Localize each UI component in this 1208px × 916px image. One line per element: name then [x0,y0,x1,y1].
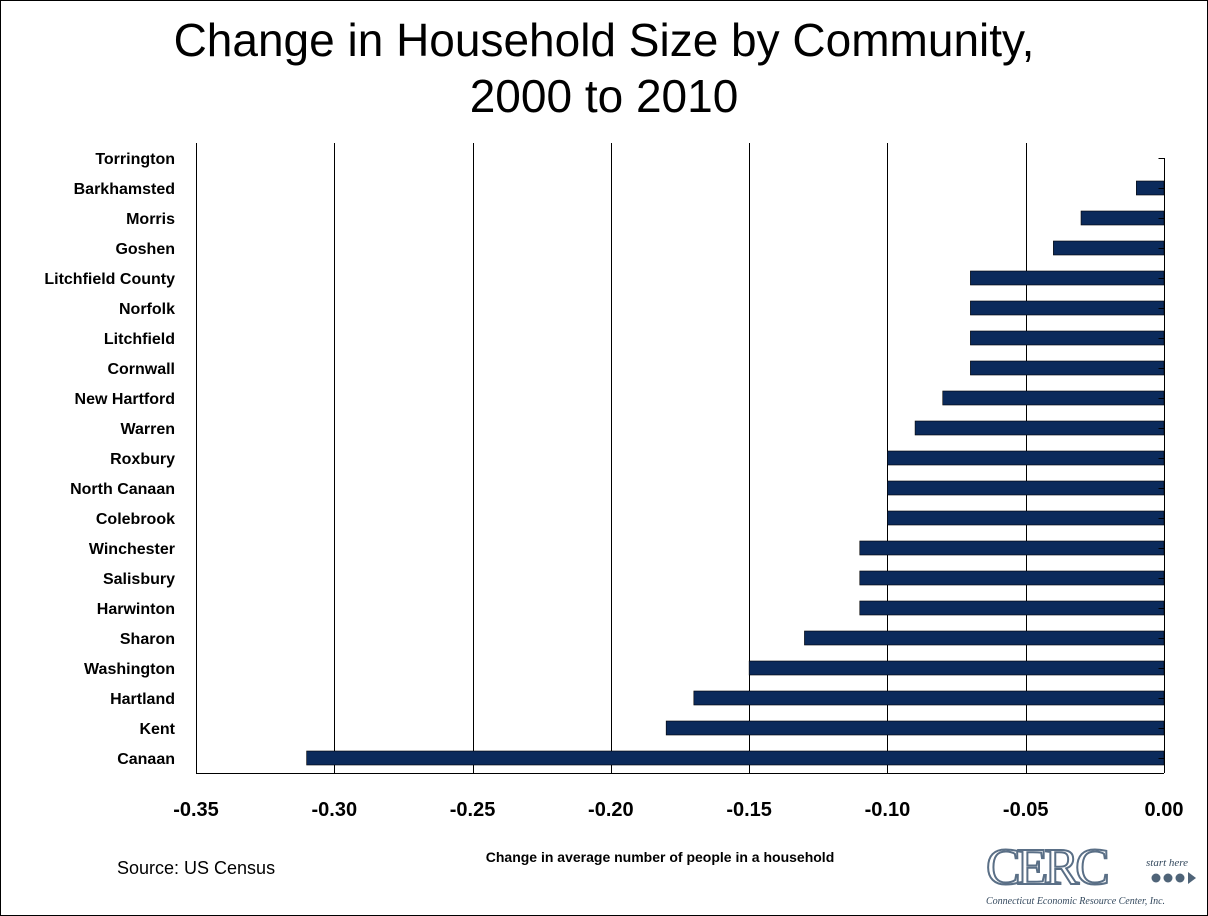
category-label: Harwinton [97,601,175,618]
category-label: North Canaan [70,481,175,498]
category-label: Goshen [115,241,175,258]
x-tick-label: -0.15 [726,799,772,821]
x-axis-label: Change in average number of people in a … [485,849,835,865]
category-label: Sharon [120,631,175,648]
bar [887,510,1165,526]
chart-title-line-2: 2000 to 2010 [469,70,739,122]
x-tick-label: -0.20 [588,799,634,821]
category-labels: Torrington Barkhamsted Morris Goshen Litchfi… [44,151,175,768]
bar [1053,240,1165,256]
category-label: Barkhamsted [74,181,175,198]
cerc-org-name: Connecticut Economic Resource Center, In… [986,896,1165,907]
bars [306,180,1165,766]
chart-title-line-1: Change in Household Size by Community, [173,14,1035,66]
cerc-wordmark: CERC [986,839,1107,896]
bar [942,390,1165,406]
x-tick-label: -0.05 [1003,799,1049,821]
bar [859,570,1165,586]
x-tick-label: -0.10 [865,799,911,821]
bar [887,450,1165,466]
cerc-dots [1151,872,1196,884]
bar [693,690,1165,706]
bar [748,660,1165,676]
category-label: Winchester [89,541,175,558]
x-tick-label: 0.00 [1145,799,1184,821]
bar [804,630,1165,646]
category-label: New Hartford [75,391,175,408]
cerc-tagline: start here [1146,857,1188,869]
x-tick-label: -0.30 [311,799,357,821]
bar [665,720,1165,736]
bar [970,270,1165,286]
axes [196,143,1165,774]
x-tick-label: -0.25 [450,799,496,821]
category-label: Salisbury [103,571,175,588]
category-label: Litchfield [104,331,175,348]
category-label: Washington [84,661,175,678]
category-label: Warren [120,421,175,438]
bar [306,750,1165,766]
bar [859,540,1165,556]
x-tick-label: -0.35 [173,799,219,821]
bar [859,600,1165,616]
category-label: Colebrook [96,511,175,528]
cerc-logo: CERC start here Connecticut Economic Res… [985,838,1196,907]
category-label: Cornwall [107,361,175,378]
category-label: Kent [139,721,175,738]
category-label: Norfolk [119,301,175,318]
category-label: Hartland [110,691,175,708]
bar [970,330,1165,346]
source-note: Source: US Census [117,858,276,878]
category-label: Litchfield County [44,271,175,288]
bar [1080,210,1165,226]
bar [970,300,1165,316]
bar [970,360,1165,376]
bar [887,480,1165,496]
x-tick-labels: -0.35 -0.30 -0.25 -0.20 -0.15 -0.10 -0.05 0.00 [173,799,1183,821]
bar [914,420,1165,436]
category-label: Torrington [95,151,175,168]
category-label: Roxbury [110,451,175,468]
category-label: Canaan [117,751,175,768]
category-label: Morris [126,211,175,228]
chart-title: Change in Household Size by Community, 2… [0,12,1208,124]
